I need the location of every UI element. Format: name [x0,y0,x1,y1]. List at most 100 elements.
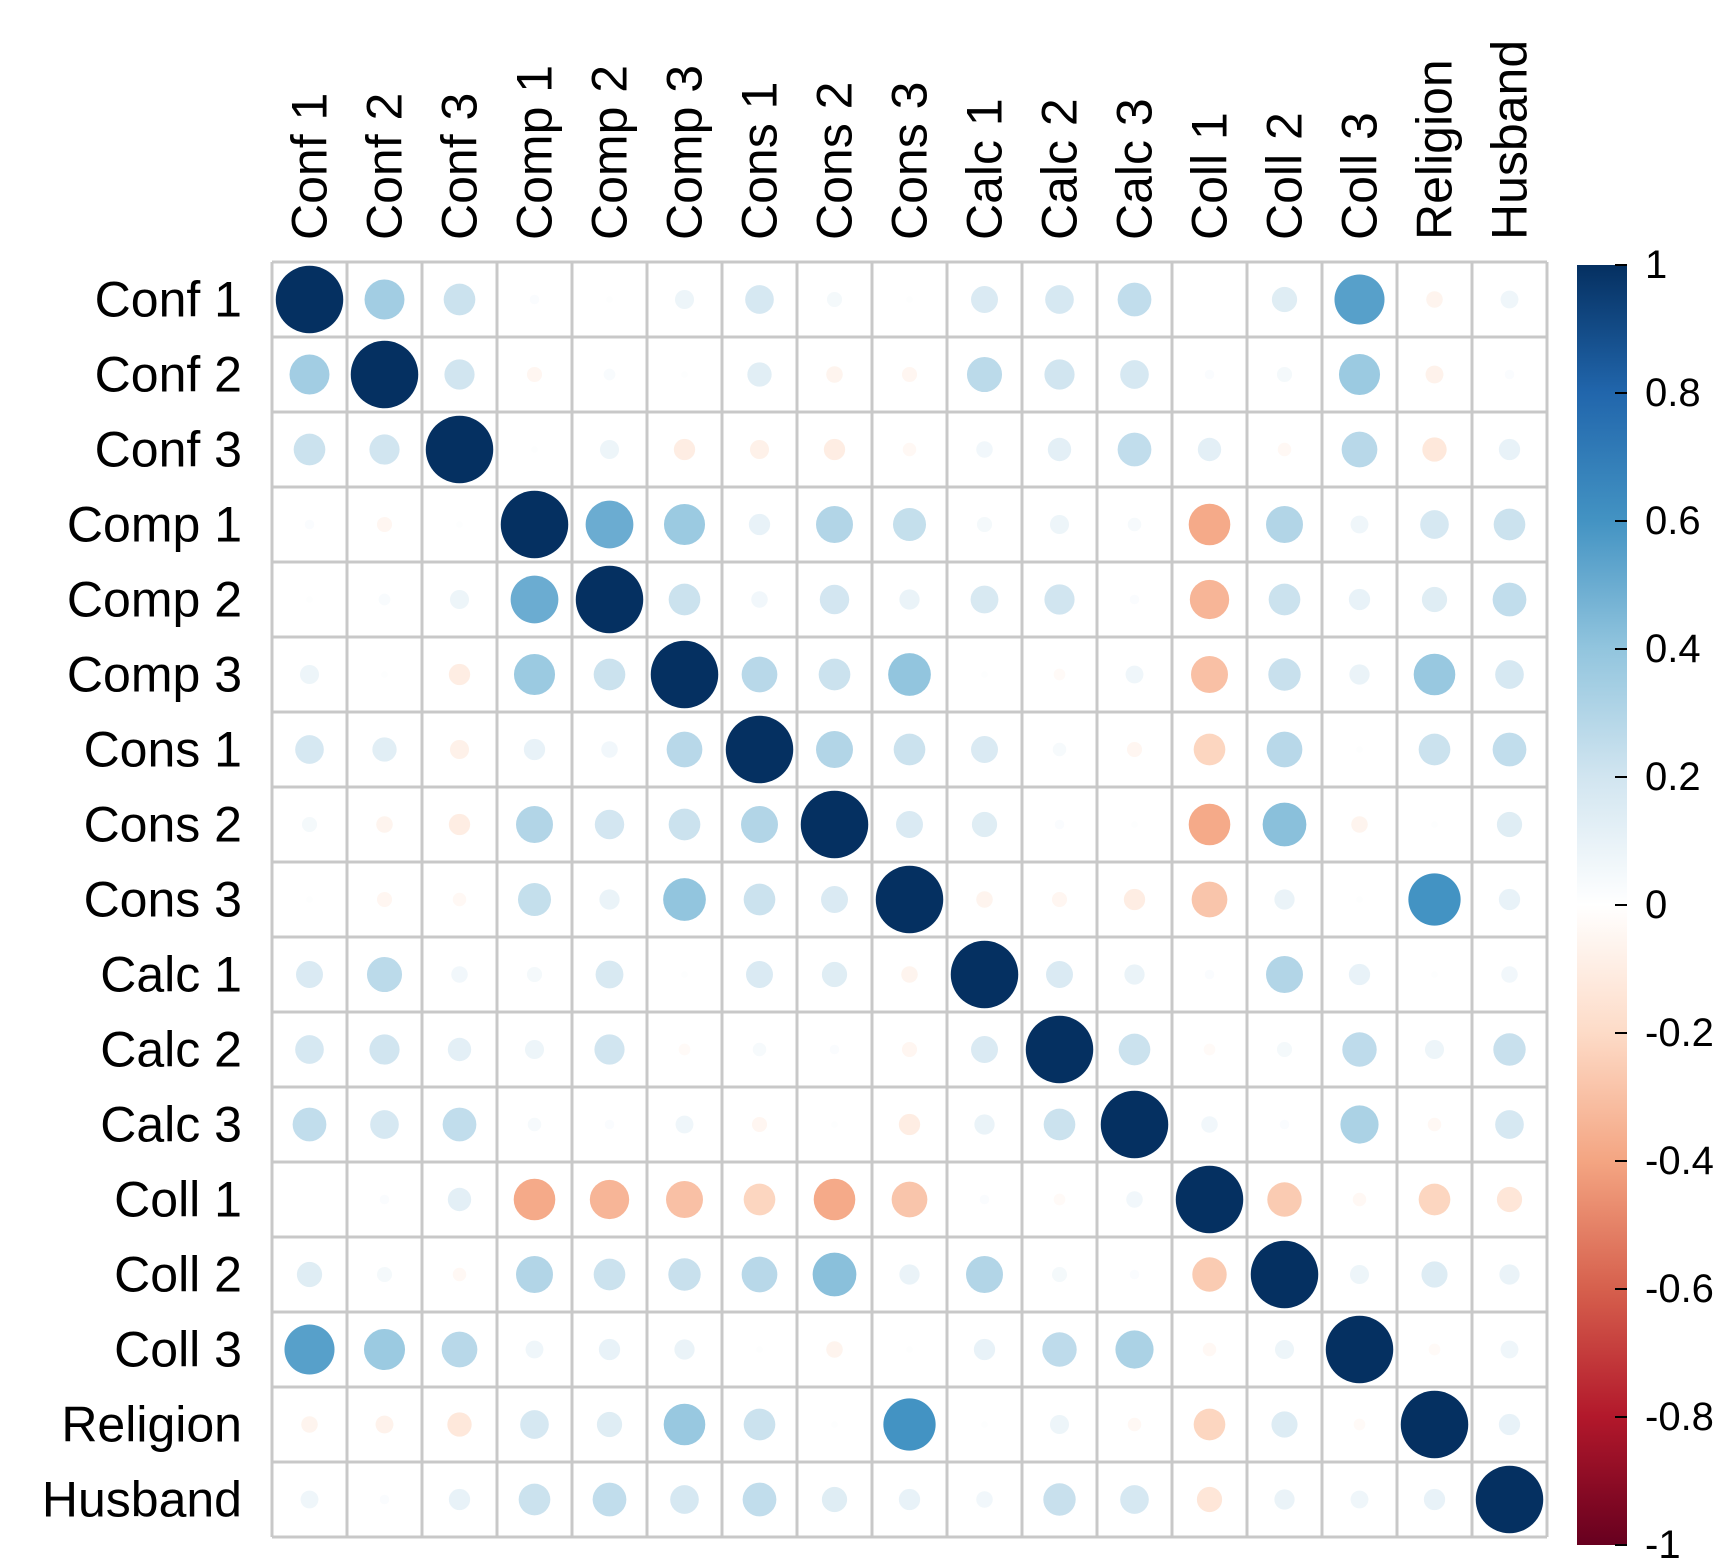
corr-circle-3-8 [892,507,927,542]
corr-circle-16-2 [448,1488,471,1511]
corr-circle-12-10 [1053,1193,1066,1206]
corr-circle-4-5 [668,583,701,616]
corr-circle-0-15 [1426,291,1443,308]
corr-circle-7-7 [800,790,869,859]
corr-circle-8-10 [1051,891,1068,908]
corr-circle-9-16 [1501,966,1518,983]
corr-circle-16-4 [592,1482,627,1517]
corr-circle-6-5 [666,731,703,768]
corr-circle-12-7 [813,1178,856,1221]
corr-circle-1-1 [350,340,419,409]
corr-circle-12-4 [589,1179,630,1220]
corr-circle-9-6 [746,961,773,988]
corr-circle-11-0 [292,1107,327,1142]
row-label: Conf 3 [95,422,242,478]
row-label: Cons 3 [84,872,242,928]
corr-circle-1-11 [1120,360,1149,389]
row-label: Coll 1 [114,1172,242,1228]
corr-circle-5-14 [1349,664,1370,685]
corr-circle-7-11 [1131,821,1138,828]
corr-circle-8-15 [1408,873,1461,926]
corr-circle-12-15 [1418,1183,1451,1216]
corr-circle-9-4 [595,960,624,989]
corr-circle-5-16 [1495,660,1524,689]
corr-circle-4-9 [970,585,999,614]
corr-circle-0-1 [364,279,405,320]
row-label: Calc 2 [100,1022,242,1078]
row-label: Husband [42,1472,242,1528]
colorbar-tick-label: -0.8 [1645,1395,1714,1439]
corr-circle-0-5 [674,289,695,310]
corr-circle-1-7 [826,366,843,383]
corr-circle-7-1 [376,816,393,833]
corr-circle-10-3 [524,1039,545,1060]
corr-circle-6-1 [372,737,397,762]
corr-circle-0-2 [443,283,476,316]
corr-circle-6-13 [1266,731,1303,768]
corr-circle-9-14 [1348,963,1371,986]
corr-circle-12-8 [891,1181,928,1218]
corr-circle-7-0 [301,816,318,833]
column-label: Cons 3 [882,82,938,240]
corr-circle-5-1 [381,671,388,678]
corr-circle-14-4 [598,1338,621,1361]
corr-circle-16-16 [1475,1465,1544,1534]
colorbar-tick-label: -0.2 [1645,1011,1714,1055]
corr-circle-12-2 [447,1187,472,1212]
corr-circle-15-9 [981,1421,988,1428]
corr-circle-10-13 [1276,1041,1293,1058]
corr-circle-5-5 [650,640,719,709]
corr-circle-0-0 [275,265,344,334]
corr-circle-2-16 [1498,438,1521,461]
corr-circle-6-6 [725,715,794,784]
corr-circle-1-0 [289,354,330,395]
row-label: Calc 3 [100,1097,242,1153]
corr-circle-14-12 [1202,1342,1217,1357]
corr-circle-7-16 [1496,811,1523,838]
row-labels: Conf 1 Conf 2 Conf 3 Comp 1 Comp 2 Comp 3 Cons… [42,272,242,1528]
corr-circle-10-11 [1118,1033,1151,1066]
corr-circle-4-8 [899,589,920,610]
corr-circle-6-9 [971,736,998,763]
corr-circle-8-1 [376,891,393,908]
corr-circle-10-9 [971,1036,998,1063]
corr-circle-7-9 [971,811,998,838]
column-label: Husband [1482,40,1538,240]
corr-circle-10-12 [1203,1043,1216,1056]
corr-circle-15-4 [596,1411,623,1438]
corr-circle-0-14 [1334,274,1385,325]
corr-circle-10-2 [447,1037,472,1062]
corr-circle-9-3 [526,966,543,983]
column-label: Cons 2 [807,82,863,240]
corr-circle-16-10 [1043,1483,1076,1516]
corr-circle-1-9 [966,356,1003,393]
corr-circle-16-0 [300,1490,319,1509]
corr-circle-12-11 [1126,1191,1143,1208]
corr-circle-2-5 [673,438,696,461]
corr-circle-4-14 [1348,588,1371,611]
corr-circle-2-12 [1197,437,1222,462]
corr-circle-0-6 [745,285,774,314]
corr-circle-9-8 [901,966,918,983]
corr-circle-5-4 [593,658,626,691]
corr-circle-14-3 [525,1340,544,1359]
corr-circle-4-15 [1421,586,1448,613]
corr-circle-16-6 [742,1482,777,1517]
corr-circle-15-10 [1049,1414,1070,1435]
corr-circle-13-9 [966,1256,1003,1293]
corr-circle-10-5 [678,1043,691,1056]
corr-circle-15-1 [375,1415,394,1434]
corr-circle-11-9 [974,1114,995,1135]
corr-circle-15-15 [1400,1390,1469,1459]
corr-circle-10-6 [752,1042,767,1057]
corr-circle-8-8 [875,865,944,934]
corr-circle-7-6 [741,806,778,843]
corr-circle-4-3 [510,575,559,624]
corr-circle-11-4 [604,1119,615,1130]
corr-circle-14-7 [826,1341,843,1358]
corr-circle-12-6 [743,1183,776,1216]
corr-circle-7-13 [1262,802,1307,847]
corr-circle-7-15 [1431,821,1438,828]
corr-circle-13-13 [1250,1240,1319,1309]
